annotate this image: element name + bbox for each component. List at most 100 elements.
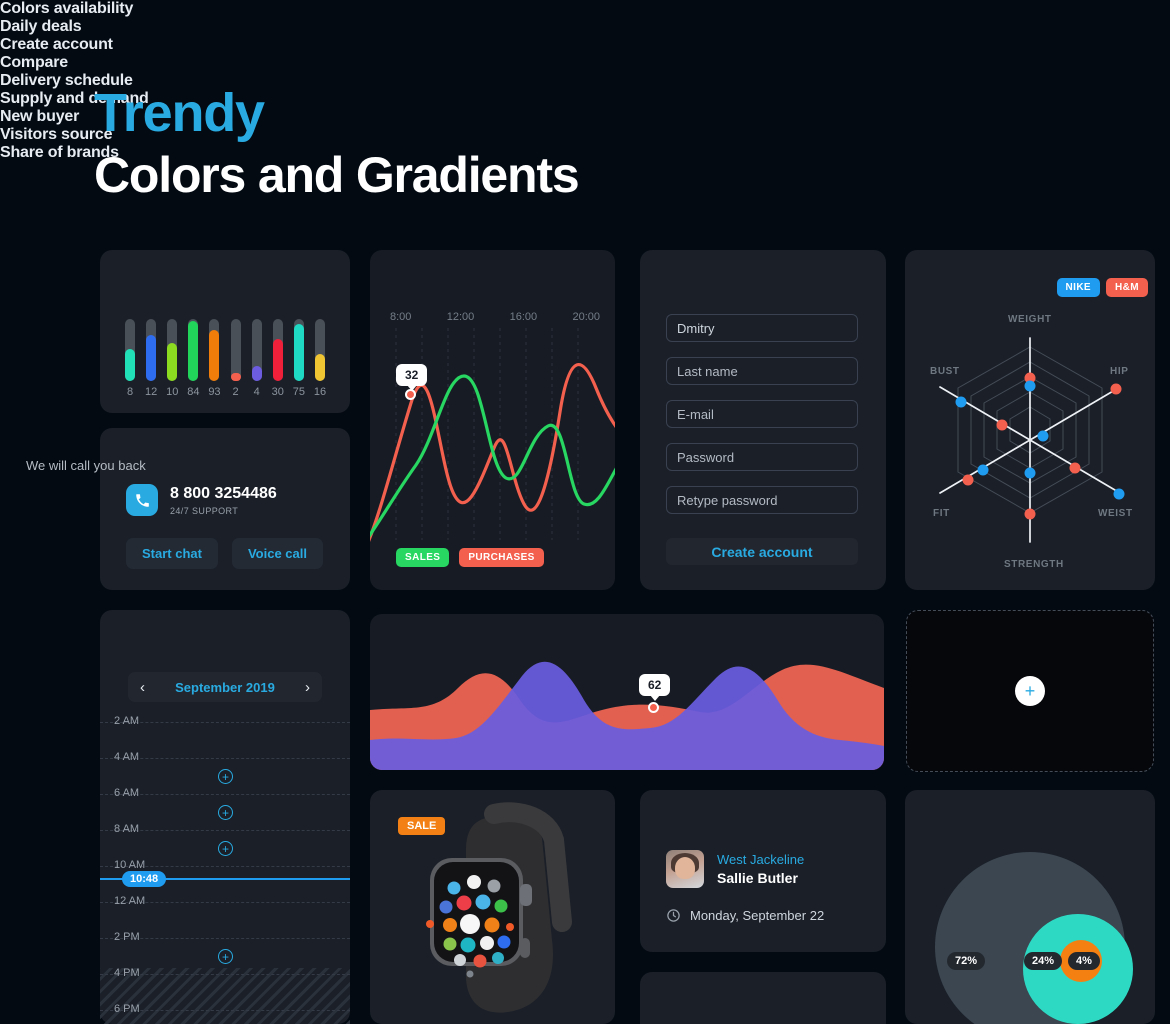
chevron-right-icon[interactable]: ›: [304, 678, 310, 696]
color-bar-track: [167, 319, 178, 381]
schedule-gridline: [100, 902, 350, 903]
schedule-time-label: 6 PM: [114, 1003, 140, 1015]
add-slot-button-2[interactable]: +: [218, 805, 233, 820]
color-bar-8[interactable]: 8: [124, 319, 136, 398]
color-bar-label: 75: [292, 386, 305, 398]
brand-pct-24: 24%: [1024, 952, 1063, 970]
first-name-input[interactable]: [666, 314, 858, 342]
color-bar-fill: [125, 348, 135, 381]
retype-password-input[interactable]: [666, 486, 858, 514]
schedule-time-label: 4 AM: [114, 751, 140, 763]
brand-pct-4: 4%: [1068, 952, 1100, 970]
buyer-row: West Jackeline Sallie Butler: [666, 850, 804, 888]
color-bar-75[interactable]: 75: [293, 319, 305, 398]
add-slot-button-3[interactable]: +: [218, 841, 233, 856]
color-bar-4[interactable]: 4: [251, 319, 263, 398]
start-chat-button[interactable]: Start chat: [126, 538, 218, 569]
supply-demand-title: Supply and demand: [0, 90, 149, 107]
page-title-line2: Colors and Gradients: [94, 147, 580, 203]
create-account-title: Create account: [0, 36, 113, 53]
color-bar-10[interactable]: 10: [166, 319, 178, 398]
schedule-gridline: [100, 830, 350, 831]
buyer-name: Sallie Butler: [717, 870, 798, 886]
color-bar-fill: [272, 338, 283, 381]
create-account-button[interactable]: Create account: [666, 538, 858, 565]
buyer-date-row: Monday, September 22: [666, 908, 824, 923]
color-bar-label: 8: [126, 386, 134, 398]
radar-axis-label-bust: BUST: [930, 366, 960, 377]
password-input[interactable]: [666, 443, 858, 471]
color-bar-fill: [146, 335, 157, 381]
schedule-gridline: [100, 758, 350, 759]
voice-call-button[interactable]: Voice call: [231, 538, 323, 569]
page-title: Trendy Colors and Gradients: [94, 82, 580, 206]
color-bar-16[interactable]: 16: [314, 319, 326, 398]
daily-deals-tick-2000: 20:00: [572, 311, 600, 323]
schedule-time-label: 10 AM: [114, 859, 146, 871]
color-bar-track: [230, 319, 241, 381]
color-bar-track: [314, 319, 325, 381]
compare-title: Compare: [0, 54, 68, 71]
schedule-gridline: [100, 866, 350, 867]
email-input[interactable]: [666, 400, 858, 428]
visitors-source-card: [640, 972, 886, 1024]
last-name-input[interactable]: [666, 357, 858, 385]
add-slot-button-4[interactable]: +: [218, 949, 233, 964]
color-bar-fill: [251, 365, 262, 381]
page-title-line1: Trendy: [94, 83, 265, 143]
sale-badge: SALE: [398, 817, 446, 835]
color-bar-label: 10: [166, 386, 179, 398]
current-time-line: [100, 878, 350, 880]
color-bar-2[interactable]: 2: [230, 319, 242, 398]
color-bar-fill: [209, 330, 220, 381]
daily-deals-tick-800: 8:00: [390, 311, 412, 323]
color-bar-track: [146, 319, 157, 381]
supply-demand-data-point[interactable]: [648, 702, 659, 713]
callback-phone-row: 8 800 3254486 24/7 SUPPORT: [126, 484, 277, 516]
brand-chip-handm[interactable]: H&M: [1106, 278, 1148, 297]
add-slot-button-1[interactable]: +: [218, 769, 233, 784]
color-bar-label: 84: [187, 386, 200, 398]
radar-axis-label-weist: WEIST: [1098, 508, 1133, 519]
compare-card: [905, 250, 1155, 590]
plus-icon[interactable]: +: [1015, 676, 1045, 706]
color-bar-30[interactable]: 30: [272, 319, 284, 398]
legend-chip-sales[interactable]: SALES: [396, 548, 450, 567]
new-buyer-title: New buyer: [0, 108, 80, 125]
radar-axis-label-hip: HIP: [1110, 366, 1129, 377]
color-bar-track: [251, 319, 262, 381]
add-widget-card[interactable]: +: [906, 610, 1154, 772]
legend-chip-purchases[interactable]: PURCHASES: [459, 548, 544, 567]
callback-heading: We will call you back: [26, 458, 146, 473]
schedule-gridline: [100, 974, 350, 975]
colors-availability-card: [100, 250, 350, 413]
buyer-handle[interactable]: West Jackeline: [717, 852, 805, 867]
supply-demand-card: [370, 614, 884, 770]
brand-chip-nike[interactable]: NIKE: [1056, 278, 1101, 297]
radar-axis-label-weight: WEIGHT: [1008, 314, 1052, 325]
schedule-gridline: [100, 938, 350, 939]
callback-support-label: 24/7 SUPPORT: [170, 505, 239, 516]
color-bar-fill: [314, 354, 325, 381]
color-bar-93[interactable]: 93: [208, 319, 221, 398]
phone-icon: [126, 484, 158, 516]
color-bar-label: 12: [144, 386, 158, 398]
daily-deals-data-point[interactable]: [405, 389, 416, 400]
chevron-left-icon[interactable]: ‹: [140, 678, 145, 696]
compare-brand-chips: NIKE H&M: [1056, 278, 1148, 297]
blocked-time-region: [100, 968, 350, 1024]
daily-deals-tick-1600: 16:00: [509, 311, 538, 323]
daily-deals-title: Daily deals: [0, 18, 82, 35]
color-bar-track: [188, 319, 199, 381]
month-label: September 2019: [175, 679, 275, 695]
color-bar-12[interactable]: 12: [145, 319, 157, 398]
color-bar-84[interactable]: 84: [187, 319, 199, 398]
daily-deals-card: [370, 250, 615, 590]
color-bar-label: 16: [313, 386, 327, 398]
callback-buttons: Start chat Voice call: [126, 538, 323, 569]
color-bar-fill: [230, 372, 241, 381]
schedule-gridline: [100, 1010, 350, 1011]
month-navigator: ‹ September 2019 ›: [128, 672, 322, 702]
color-bar-fill: [293, 323, 304, 381]
schedule-time-label: 4 PM: [114, 967, 140, 979]
